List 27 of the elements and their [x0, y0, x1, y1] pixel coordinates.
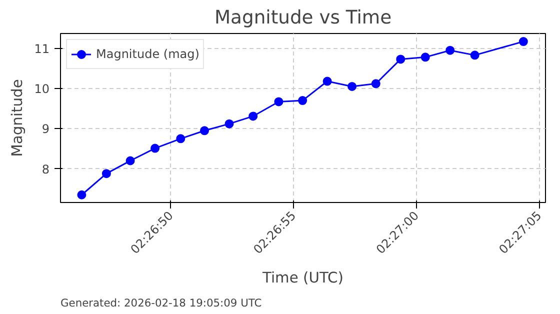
point: [126, 156, 135, 166]
point: [371, 79, 380, 88]
y-tick-label: 11: [34, 42, 50, 56]
legend-label: Magnitude (mag): [96, 47, 200, 61]
point: [150, 144, 160, 153]
y-tick-label: 9: [42, 122, 50, 136]
point: [348, 82, 357, 91]
chart-title: Magnitude vs Time: [214, 8, 392, 28]
point: [470, 50, 480, 60]
point: [200, 126, 209, 136]
point: [298, 96, 308, 106]
text: Generated: 2026-02-18 19:05:09 UTC: [60, 296, 262, 310]
y-tick-label: 8: [42, 162, 50, 176]
y-axis-title: Magnitude: [9, 79, 26, 157]
point: [176, 134, 186, 144]
x-axis-title: Time (UTC): [261, 270, 344, 287]
y-tick-label: 10: [34, 82, 50, 96]
point: [274, 97, 284, 106]
point: [224, 119, 234, 128]
point: [396, 54, 406, 64]
point: [420, 52, 430, 62]
point: [248, 112, 258, 121]
point: [518, 37, 528, 46]
point: [322, 76, 332, 86]
point: [446, 46, 455, 55]
point: [77, 190, 86, 200]
point: [102, 169, 111, 178]
